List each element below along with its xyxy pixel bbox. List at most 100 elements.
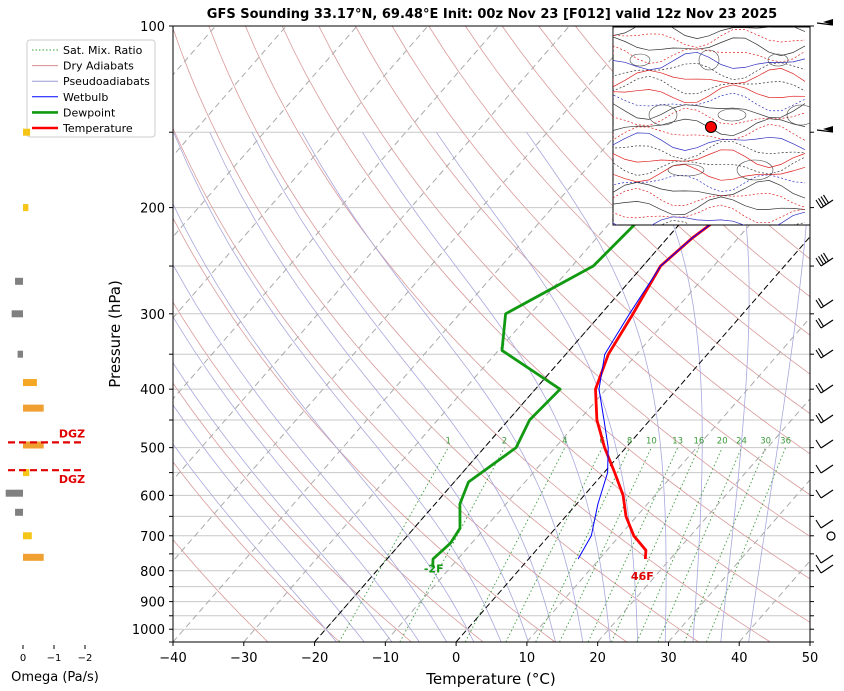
pseudoadiabat [173, 203, 475, 642]
wind-barb-tick [815, 519, 822, 529]
mixing-ratio-line [636, 447, 723, 642]
wind-barb-tick [815, 384, 822, 394]
wind-barb-tick [820, 254, 827, 263]
mixing-ratio-line [464, 447, 566, 642]
mixing-ratio-label: 16 [693, 437, 704, 447]
y-tick-label: 1000 [132, 623, 165, 638]
isotherm-line [173, 26, 570, 481]
wind-barb-shaft [820, 554, 834, 564]
wind-barb-tick [818, 198, 824, 207]
mixing-ratio-line [684, 447, 767, 642]
dry-adiabat [173, 27, 699, 642]
omega-bar [23, 404, 44, 412]
mixing-ratio-label: 10 [646, 437, 657, 447]
plot-frame [172, 25, 811, 643]
x-tick-label: 20 [589, 651, 606, 666]
dry-adiabat [391, 26, 810, 455]
y-tick-label: 700 [140, 530, 165, 545]
map-contour [613, 204, 806, 224]
dry-adiabat [173, 217, 556, 642]
x-tick-label: −40 [159, 651, 186, 666]
dry-adiabat [208, 26, 771, 642]
map-contour [613, 92, 806, 112]
wind-barb-shaft [820, 384, 834, 394]
dry-adiabat [355, 26, 810, 496]
dgz-isotherm [314, 73, 810, 642]
dry-adiabat [281, 26, 810, 580]
legend-label: Wetbulb [63, 91, 108, 104]
omega-tick-label: 0 [20, 653, 26, 664]
wind-barb-shaft [820, 439, 834, 449]
dry-adiabat [318, 26, 810, 537]
pseudoadiabat [173, 132, 502, 642]
legend-label: Sat. Mix. Ratio [63, 44, 143, 57]
x-tick-label: −10 [372, 651, 399, 666]
y-tick-label: 600 [140, 489, 165, 504]
map-coastline [698, 49, 720, 71]
adiabat-lines [173, 26, 810, 642]
y-axis: 100 200 300 400 500 600 700 800 900 1000 [132, 20, 814, 643]
mixing-ratio-line [338, 447, 449, 642]
dewpoint-line [431, 49, 810, 568]
y-tick-label: 500 [140, 442, 165, 457]
dry-adiabat [245, 26, 810, 623]
y-tick-label: 800 [140, 565, 165, 580]
mixing-ratio-line [610, 447, 700, 642]
mixing-ratio-label: 30 [760, 437, 771, 447]
map-contour [613, 51, 806, 71]
calm-wind-circle [826, 531, 836, 541]
dry-adiabat [173, 301, 484, 642]
omega-bar [23, 204, 29, 212]
omega-bar [23, 128, 31, 136]
mixing-ratio-label: 20 [717, 437, 728, 447]
omega-bar [15, 277, 23, 285]
wind-barb-shaft [820, 199, 834, 209]
mixing-ratio-line [505, 447, 603, 642]
mixing-ratio-line [657, 447, 742, 642]
wind-barb-shaft [820, 464, 834, 474]
x-tick-label: 50 [802, 651, 819, 666]
pseudoadiabat [720, 132, 750, 642]
map-contour [613, 103, 806, 120]
x-tick-label: 10 [519, 651, 536, 666]
wind-barb-shaft [820, 414, 834, 424]
omega-tick-label: −2 [78, 653, 93, 664]
pseudoadiabat [209, 132, 529, 642]
map-coastline [736, 159, 774, 181]
x-tick-label: 40 [731, 651, 748, 666]
inset-map [612, 26, 811, 226]
chart-title: GFS Sounding 33.17°N, 69.48°E Init: 00z … [207, 7, 777, 22]
map-contour [613, 141, 806, 160]
wind-barb-tick [815, 349, 822, 359]
map-contour [613, 196, 806, 216]
y-axis-label: Pressure (hPa) [106, 280, 124, 388]
wind-barb-tick [815, 414, 822, 424]
wind-barb-shaft [820, 349, 834, 359]
map-contour [613, 68, 806, 88]
map-contour [613, 62, 806, 81]
map-coastline [767, 53, 789, 67]
x-tick-label: −20 [301, 651, 328, 666]
pseudoadiabat [362, 131, 611, 642]
mixing-ratio-label: 36 [780, 437, 791, 447]
y-tick-label: 100 [140, 20, 165, 35]
wind-barb-tick [815, 199, 822, 209]
map-contour [613, 75, 806, 95]
wind-barb-shaft [816, 22, 834, 26]
surface-dewpoint-label: -2F [424, 562, 444, 575]
inset-map-contours [613, 27, 810, 225]
x-tick-label: −30 [230, 651, 257, 666]
sounding-profiles [431, 49, 810, 568]
pseudoadiabat [748, 152, 810, 642]
map-contour [613, 132, 806, 151]
dgz-label: DGZ [59, 473, 85, 486]
legend-label: Dry Adiabats [63, 60, 134, 73]
wind-barb-tick [815, 257, 822, 267]
map-contour [613, 36, 806, 57]
wind-barb-tick [815, 489, 822, 499]
map-contour [613, 180, 806, 199]
map-contour [613, 29, 806, 48]
omega-bar [17, 350, 23, 358]
isotherm-line [173, 26, 287, 157]
